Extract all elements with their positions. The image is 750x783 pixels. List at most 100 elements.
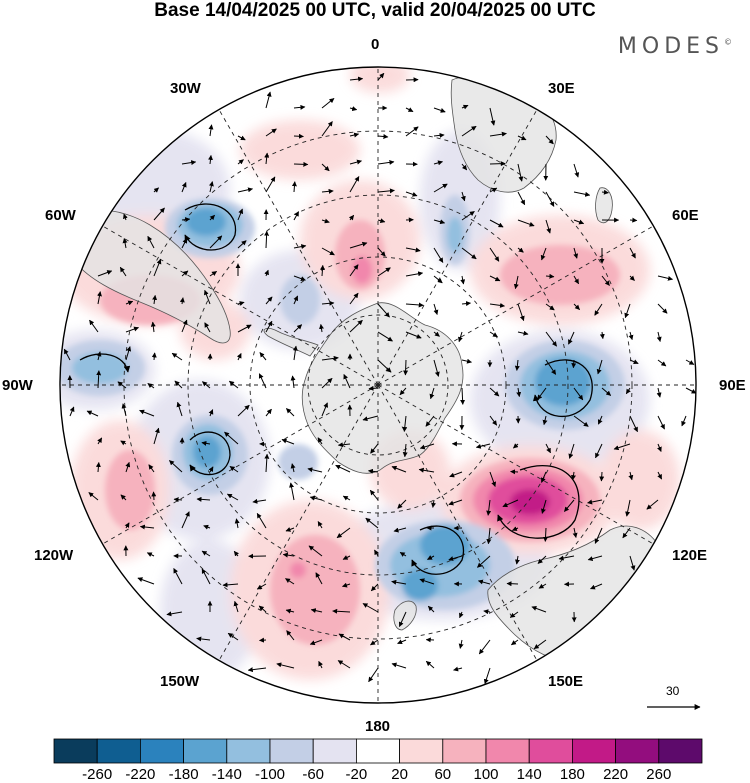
wind-arrow <box>629 275 635 281</box>
wind-arrow <box>405 247 421 253</box>
wind-arrow <box>573 163 580 178</box>
wind-arrow <box>307 467 323 473</box>
colorbar-tick-label: -20 <box>345 766 368 783</box>
lon-label-30e: 30E <box>548 80 575 97</box>
wind-arrow <box>237 301 245 306</box>
wind-arrow <box>117 381 127 389</box>
wind-arrow <box>461 104 469 110</box>
wind-arrow <box>489 387 500 397</box>
wind-arrow <box>461 125 477 137</box>
wind-arrow <box>348 214 355 221</box>
wind-arrow <box>281 438 295 445</box>
wind-arrow <box>377 247 386 257</box>
wind-arrow <box>153 187 159 193</box>
wind-arrow <box>601 189 609 195</box>
wind-arrow <box>321 98 335 109</box>
wind-arrow <box>202 381 211 389</box>
wind-arrow <box>431 499 436 508</box>
wind-arrow <box>349 176 360 193</box>
wind-arrow <box>587 499 603 505</box>
wind-arrow <box>448 555 463 561</box>
wind-arrow <box>236 353 242 361</box>
wind-arrow <box>317 521 323 529</box>
wind-arrow <box>405 107 414 113</box>
wind-arrow <box>362 415 379 422</box>
wind-arrow <box>489 302 505 308</box>
lon-label-30w: 30W <box>170 80 201 97</box>
wind-arrow <box>237 159 244 165</box>
wind-arrow <box>427 605 435 613</box>
wind-arrow <box>338 633 351 641</box>
colorbar-tick-label: -100 <box>254 766 286 783</box>
wind-arrow <box>545 443 551 454</box>
wind-arrow <box>460 387 466 405</box>
anomaly-shading <box>60 67 680 680</box>
wind-arrow <box>315 572 323 585</box>
wind-arrow <box>531 606 547 613</box>
wind-arrow <box>224 431 239 445</box>
wind-arrow <box>449 471 463 478</box>
wind-arrow <box>489 187 498 193</box>
wind-arrow <box>418 467 435 473</box>
wind-arrow <box>656 331 662 342</box>
wind-arrow <box>573 275 580 285</box>
wind-arrow <box>377 134 389 140</box>
wind-arrow <box>310 608 323 614</box>
colorbar-swatch <box>312 738 357 764</box>
wind-arrow <box>545 273 555 279</box>
wind-arrow <box>147 382 155 389</box>
wind-arrow <box>573 219 585 225</box>
wind-arrow <box>321 163 330 172</box>
wind-arrow <box>405 302 424 308</box>
wind-arrow <box>237 404 250 417</box>
wind-arrow <box>256 512 267 529</box>
wind-arrow <box>166 611 183 617</box>
wind-arrow <box>265 91 272 109</box>
lon-label-90w: 90W <box>2 377 33 394</box>
wind-arrow <box>377 267 391 277</box>
wind-arrow <box>282 552 295 558</box>
wind-arrow <box>96 351 102 361</box>
wind-arrow <box>125 346 132 361</box>
wind-arrow <box>624 303 631 319</box>
wind-arrow <box>628 471 634 481</box>
lon-label-180: 180 <box>365 718 391 735</box>
colorbar-tick-label: -140 <box>211 766 242 783</box>
colorbar-swatch <box>485 738 530 764</box>
wind-arrow <box>181 160 197 166</box>
wind-arrow <box>121 403 127 417</box>
wind-arrow <box>461 358 472 364</box>
wind-arrow <box>458 639 464 649</box>
wind-arrow <box>252 498 267 504</box>
wind-arrow <box>377 303 390 318</box>
wind-arrow <box>514 359 520 371</box>
meridian-line <box>218 384 379 661</box>
wind-arrow <box>201 568 211 585</box>
wind-arrow <box>203 289 211 305</box>
wind-arrow <box>377 359 392 373</box>
colorbar-tick-label: 220 <box>603 766 629 783</box>
wind-arrow <box>321 188 334 194</box>
meridian-line <box>102 225 379 386</box>
wind-arrow <box>173 497 183 503</box>
wind-arrow <box>264 152 270 165</box>
wind-arrow <box>486 499 492 516</box>
wind-arrow <box>120 440 127 446</box>
wind-arrow <box>309 639 323 646</box>
wind-arrow <box>259 352 267 361</box>
wind-arrow <box>573 387 584 401</box>
wind-arrow <box>208 124 214 137</box>
wind-arrow <box>571 471 576 481</box>
wind-arrow <box>153 207 165 221</box>
wind-arrow <box>377 159 395 165</box>
wind-arrow <box>564 499 575 512</box>
wind-arrow <box>181 511 190 529</box>
wind-arrow <box>317 437 323 445</box>
brand-text: MODES <box>617 34 724 59</box>
wind-arrow <box>125 461 131 473</box>
colorbar-swatch <box>96 738 141 764</box>
wind-arrow <box>477 555 491 568</box>
wind-arrow <box>97 437 103 445</box>
wind-arrow <box>321 218 330 224</box>
wind-arrow <box>237 187 253 193</box>
